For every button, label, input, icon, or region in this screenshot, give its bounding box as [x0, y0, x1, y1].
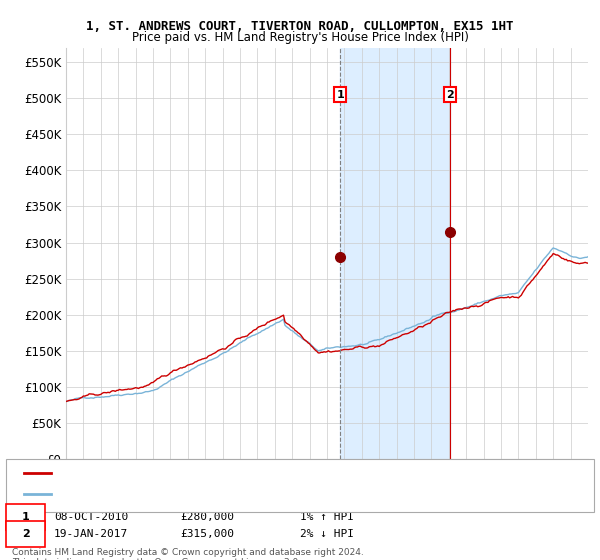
Text: 1: 1 — [22, 512, 29, 522]
Text: £315,000: £315,000 — [180, 529, 234, 539]
Text: 1: 1 — [337, 90, 344, 100]
Bar — [340, 48, 449, 459]
Text: 1, ST. ANDREWS COURT, TIVERTON ROAD, CULLOMPTON, EX15 1HT (detached house): 1, ST. ANDREWS COURT, TIVERTON ROAD, CUL… — [54, 468, 517, 478]
Text: £280,000: £280,000 — [180, 512, 234, 522]
Text: 2: 2 — [22, 529, 29, 539]
Text: Price paid vs. HM Land Registry's House Price Index (HPI): Price paid vs. HM Land Registry's House … — [131, 31, 469, 44]
Text: 08-OCT-2010: 08-OCT-2010 — [54, 512, 128, 522]
Text: 1% ↑ HPI: 1% ↑ HPI — [300, 512, 354, 522]
Text: 19-JAN-2017: 19-JAN-2017 — [54, 529, 128, 539]
Text: 1, ST. ANDREWS COURT, TIVERTON ROAD, CULLOMPTON, EX15 1HT: 1, ST. ANDREWS COURT, TIVERTON ROAD, CUL… — [86, 20, 514, 32]
Text: HPI: Average price, detached house, Mid Devon: HPI: Average price, detached house, Mid … — [54, 489, 335, 499]
Text: Contains HM Land Registry data © Crown copyright and database right 2024.
This d: Contains HM Land Registry data © Crown c… — [12, 548, 364, 560]
Text: 2% ↓ HPI: 2% ↓ HPI — [300, 529, 354, 539]
Text: 2: 2 — [446, 90, 454, 100]
